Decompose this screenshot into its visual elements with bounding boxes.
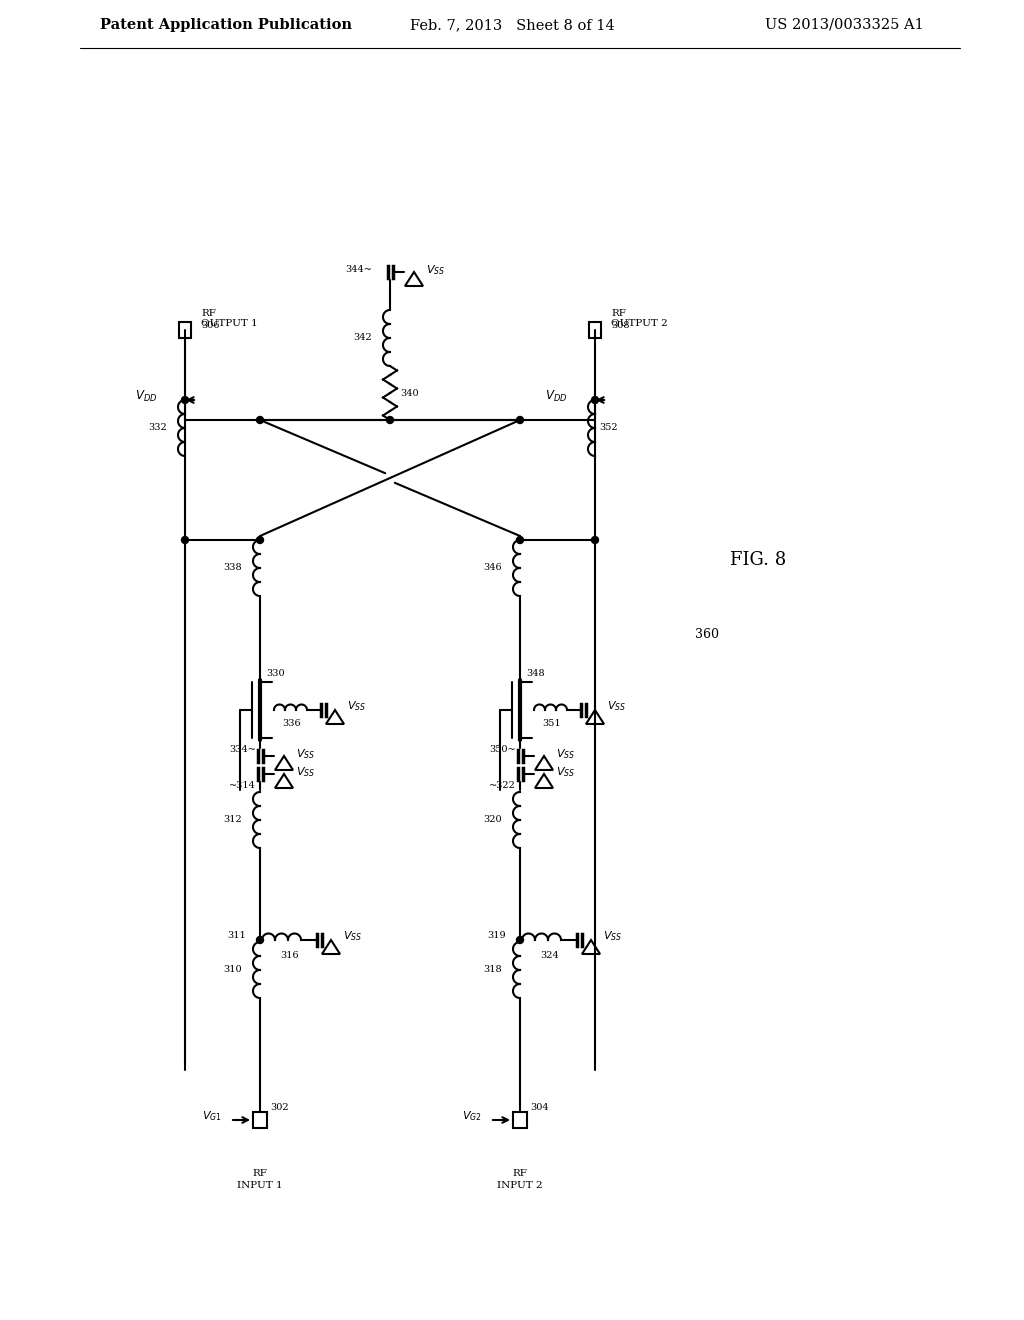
Text: 342: 342: [353, 334, 372, 342]
Text: 334~: 334~: [229, 746, 256, 755]
Text: 360: 360: [695, 628, 719, 642]
Text: OUTPUT 2: OUTPUT 2: [611, 319, 668, 329]
Text: 351: 351: [542, 719, 560, 729]
Text: 312: 312: [223, 814, 242, 824]
Text: 330: 330: [266, 669, 285, 678]
Text: $V_{G2}$: $V_{G2}$: [462, 1109, 482, 1123]
Bar: [589, 322, 601, 338]
Text: 308: 308: [611, 322, 630, 330]
Text: Patent Application Publication: Patent Application Publication: [100, 18, 352, 32]
Text: $V_{SS}$: $V_{SS}$: [556, 766, 575, 779]
Text: 352: 352: [599, 424, 617, 433]
Text: 348: 348: [526, 669, 545, 678]
Text: $V_{SS}$: $V_{SS}$: [296, 747, 315, 760]
Text: US 2013/0033325 A1: US 2013/0033325 A1: [765, 18, 924, 32]
Text: 338: 338: [223, 564, 242, 573]
Text: Feb. 7, 2013   Sheet 8 of 14: Feb. 7, 2013 Sheet 8 of 14: [410, 18, 614, 32]
Text: 316: 316: [280, 952, 299, 961]
Text: 332: 332: [148, 424, 167, 433]
Text: 340: 340: [400, 388, 419, 397]
Bar: [179, 322, 191, 338]
Circle shape: [592, 396, 598, 404]
Text: 311: 311: [227, 932, 246, 940]
Text: FIG. 8: FIG. 8: [730, 550, 786, 569]
Text: 336: 336: [282, 719, 301, 729]
Text: RF: RF: [611, 309, 626, 318]
Text: 324: 324: [540, 952, 559, 961]
Text: $V_{G1}$: $V_{G1}$: [202, 1109, 222, 1123]
Circle shape: [516, 936, 523, 944]
Text: 318: 318: [483, 965, 502, 974]
Text: INPUT 1: INPUT 1: [238, 1180, 283, 1189]
Text: OUTPUT 1: OUTPUT 1: [201, 319, 258, 329]
Circle shape: [256, 536, 263, 544]
Text: $V_{DD}$: $V_{DD}$: [545, 388, 567, 404]
Text: RF: RF: [201, 309, 216, 318]
Text: $V_{SS}$: $V_{SS}$: [603, 929, 623, 942]
Text: 320: 320: [483, 814, 502, 824]
Text: 344~: 344~: [345, 265, 372, 275]
Text: ~314: ~314: [229, 781, 256, 791]
Circle shape: [592, 536, 598, 544]
Bar: [513, 1111, 527, 1129]
Text: $V_{SS}$: $V_{SS}$: [607, 700, 627, 713]
Text: 306: 306: [201, 322, 219, 330]
Text: $V_{SS}$: $V_{SS}$: [556, 747, 575, 760]
Circle shape: [516, 417, 523, 424]
Text: $V_{SS}$: $V_{SS}$: [426, 263, 445, 277]
Text: $V_{SS}$: $V_{SS}$: [347, 700, 367, 713]
Text: 302: 302: [270, 1104, 289, 1113]
Text: $V_{DD}$: $V_{DD}$: [135, 388, 157, 404]
Circle shape: [181, 536, 188, 544]
Text: INPUT 2: INPUT 2: [498, 1180, 543, 1189]
Text: 346: 346: [483, 564, 502, 573]
Circle shape: [181, 396, 188, 404]
Bar: [253, 1111, 267, 1129]
Circle shape: [386, 417, 393, 424]
Text: 304: 304: [530, 1104, 549, 1113]
Text: $V_{SS}$: $V_{SS}$: [343, 929, 362, 942]
Circle shape: [516, 536, 523, 544]
Text: 350~: 350~: [489, 746, 516, 755]
Text: RF: RF: [253, 1168, 267, 1177]
Text: $V_{SS}$: $V_{SS}$: [296, 766, 315, 779]
Text: RF: RF: [513, 1168, 527, 1177]
Text: ~322: ~322: [489, 781, 516, 791]
Text: 310: 310: [223, 965, 242, 974]
Circle shape: [256, 417, 263, 424]
Text: 319: 319: [487, 932, 506, 940]
Circle shape: [256, 936, 263, 944]
